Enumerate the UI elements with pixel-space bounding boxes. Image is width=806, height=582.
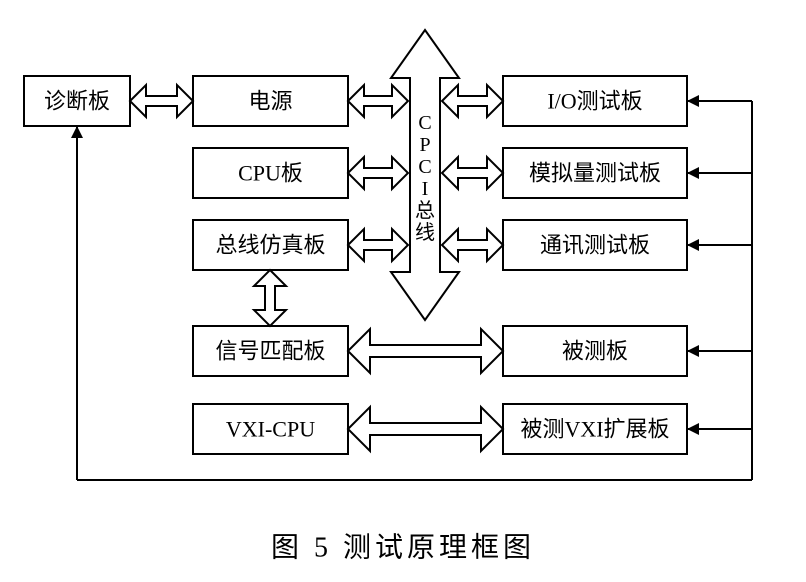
- dblarrow-vxicpu-dutvxi: [348, 407, 503, 451]
- box-comm-label: 通讯测试板: [540, 233, 650, 258]
- cpci-bus-label-char-2: C: [418, 156, 431, 178]
- feedback-arrowhead-dut-right: [687, 345, 699, 357]
- dblarrow-power-bus: [348, 85, 408, 117]
- figure-caption: 图 5 测试原理框图: [271, 532, 535, 564]
- box-vxicpu-label: VXI-CPU: [226, 417, 315, 442]
- cpci-bus-label-char-0: C: [418, 112, 431, 134]
- cpci-bus-label-char-1: P: [419, 134, 430, 156]
- dblarrow-signal-dut: [348, 329, 503, 373]
- dblarrow-cpu-bus: [348, 157, 408, 189]
- feedback-arrowhead-diag: [71, 126, 83, 138]
- cpci-bus-label-char-3: I: [422, 178, 429, 200]
- box-cpu-label: CPU板: [238, 161, 303, 186]
- box-dut-label: 被测板: [562, 339, 628, 364]
- box-power-label: 电源: [248, 89, 292, 114]
- feedback-arrowhead-comm-right: [687, 239, 699, 251]
- dblarrow-bussim-bus: [348, 229, 408, 261]
- dblarrow-diag-power: [130, 85, 193, 117]
- dblarrow-bus-analog: [442, 157, 503, 189]
- box-bussim-label: 总线仿真板: [215, 233, 325, 258]
- box-io-label: I/O测试板: [547, 89, 642, 114]
- box-dutvxi-label: 被测VXI扩展板: [520, 417, 669, 442]
- cpci-bus-label-char-4: 总: [415, 199, 435, 222]
- feedback-arrowhead-analog-right: [687, 167, 699, 179]
- feedback-arrowhead-io-right: [687, 95, 699, 107]
- box-analog-label: 模拟量测试板: [529, 161, 661, 186]
- feedback-arrowhead-dutvxi-right: [687, 423, 699, 435]
- box-diag-label: 诊断板: [44, 89, 110, 114]
- dblarrow-bus-io: [442, 85, 503, 117]
- dblarrow-bussim-signal: [254, 270, 286, 326]
- cpci-bus-label-char-5: 线: [415, 221, 435, 244]
- box-signal-label: 信号匹配板: [215, 339, 325, 364]
- dblarrow-bus-comm: [442, 229, 503, 261]
